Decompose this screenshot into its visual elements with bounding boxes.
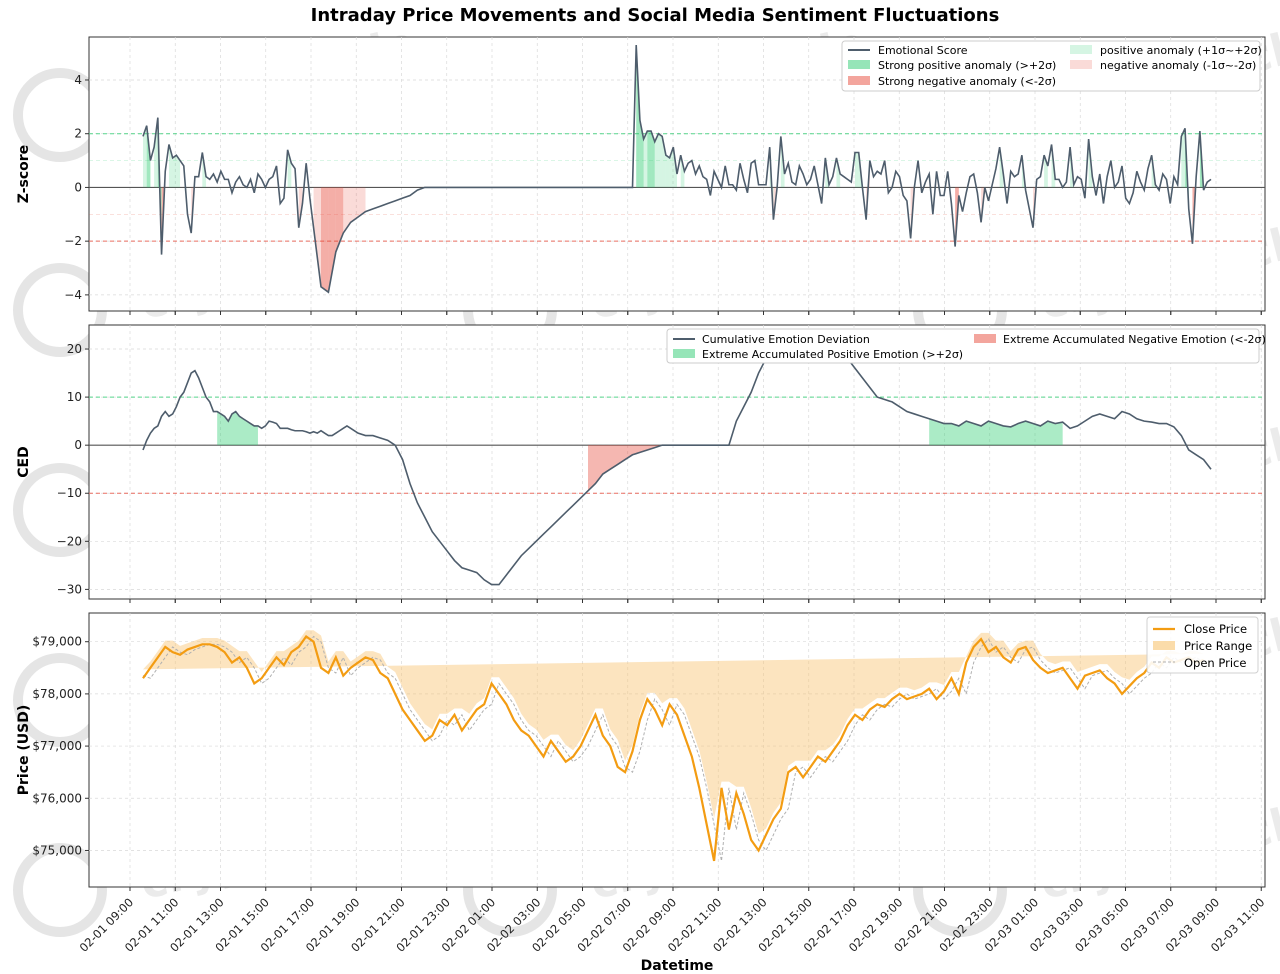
series-line-close-price — [142, 634, 1204, 862]
y-axis-label: Price (USD) — [16, 705, 32, 796]
y-tick-label: $75,000 — [32, 843, 82, 857]
y-tick-label: $79,000 — [32, 635, 82, 649]
legend-swatch — [848, 76, 870, 85]
legend-label: positive anomaly (+1σ~+2σ) — [1100, 44, 1262, 57]
legend-label: Emotional Score — [878, 44, 968, 57]
legend-label: negative anomaly (-1σ~-2σ) — [1100, 59, 1256, 72]
series-line-emotional-score — [142, 45, 1212, 294]
anomaly-fill — [662, 136, 666, 188]
anomaly-fill — [313, 187, 321, 287]
legend-swatch — [673, 349, 695, 358]
legend-swatch — [1070, 45, 1092, 54]
plot-area — [88, 612, 1266, 888]
legend-swatch — [1153, 641, 1175, 650]
y-tick-label: −30 — [57, 582, 82, 596]
y-axis-label: CED — [16, 446, 32, 477]
anomaly-fill — [658, 133, 663, 188]
anomaly-fill — [358, 187, 366, 217]
anomaly-fill — [665, 155, 670, 188]
y-tick-label: 2 — [74, 127, 82, 141]
y-tick-label: −20 — [57, 534, 82, 548]
legend-box — [841, 40, 1261, 92]
panel-zscore: −4 −2 0 2 4 Z-score Emotional Score Strong posi… — [16, 36, 1266, 315]
anomaly-fill — [855, 152, 859, 188]
anomaly-fill — [350, 187, 359, 223]
y-tick-label: −10 — [57, 486, 82, 500]
legend-swatch — [848, 60, 870, 69]
y-tick-label: 4 — [74, 73, 82, 87]
y-tick-label: −4 — [64, 288, 82, 302]
series-line-ced — [142, 329, 1212, 586]
legend-swatch — [1070, 60, 1092, 69]
legend: Close Price Price Range Open Price — [1146, 616, 1259, 674]
y-tick-label: $78,000 — [32, 687, 82, 701]
y-tick-label: $76,000 — [32, 791, 82, 805]
anomaly-fill — [680, 155, 685, 188]
y-tick-label: 0 — [74, 438, 82, 452]
legend: Cumulative Emotion Deviation Extreme Accu… — [666, 328, 1266, 364]
anomaly-fill — [643, 131, 648, 188]
legend-label: Strong negative anomaly (<-2σ) — [878, 75, 1056, 88]
y-axis-label: Z-score — [16, 145, 32, 203]
y-tick-label: 0 — [74, 180, 82, 194]
anomaly-fill — [287, 149, 292, 188]
anomaly-fill — [328, 187, 336, 293]
anomaly-fill — [654, 133, 659, 188]
y-tick-label: $77,000 — [32, 739, 82, 753]
anomaly-fill — [143, 125, 147, 188]
anomaly-fill — [321, 187, 329, 293]
legend-label: Open Price — [1184, 656, 1246, 670]
x-axis-label: Datetime — [641, 958, 714, 974]
anomaly-fill — [176, 155, 181, 188]
legend-label: Cumulative Emotion Deviation — [702, 333, 870, 346]
price-range-band — [143, 630, 1204, 834]
watermark-logo-icon — [13, 843, 107, 937]
chart-title: Intraday Price Movements and Social Medi… — [311, 5, 1000, 26]
panel-ced: −30 −20 −10 0 10 20 CED Cumulative Emotion Devi… — [16, 324, 1266, 603]
legend-label: Extreme Accumulated Negative Emotion (<-… — [1003, 333, 1266, 346]
y-tick-label: 20 — [67, 342, 82, 356]
panel-price: $75,000 $76,000 $77,000 $78,000 $79,000 Price… — [16, 612, 1267, 974]
anomaly-fill — [172, 155, 177, 188]
anomaly-fill — [636, 45, 640, 188]
anomaly-fill — [154, 117, 158, 188]
legend-swatch — [974, 334, 996, 343]
plot-area — [88, 324, 1266, 600]
legend-box — [666, 328, 1260, 364]
legend-box — [1146, 616, 1259, 674]
anomaly-fill — [651, 131, 655, 188]
legend-label: Strong positive anomaly (>+2σ) — [878, 59, 1056, 72]
legend-label: Extreme Accumulated Positive Emotion (>+… — [702, 348, 963, 361]
legend: Emotional Score Strong positive anomaly (… — [841, 40, 1262, 92]
extreme-fill — [217, 411, 258, 446]
anomaly-fill — [343, 187, 351, 234]
anomaly-fill — [1181, 128, 1186, 188]
extreme-fill — [588, 445, 670, 491]
legend-label: Price Range — [1184, 639, 1252, 653]
anomaly-fill — [647, 131, 652, 188]
extreme-fill — [929, 418, 1063, 446]
legend-label: Close Price — [1184, 622, 1247, 636]
y-tick-label: 10 — [67, 390, 82, 404]
y-tick-label: −2 — [64, 234, 82, 248]
